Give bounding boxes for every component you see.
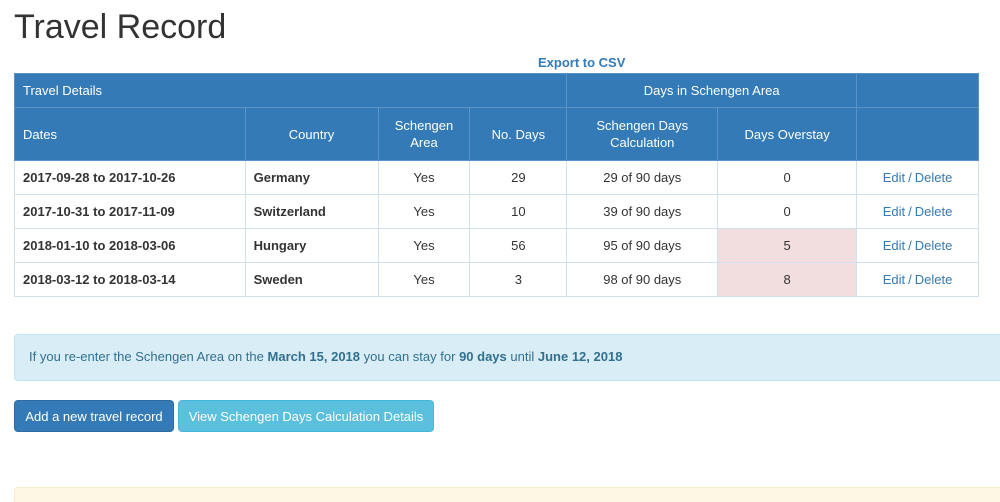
column-header-row: Dates Country Schengen Area No. Days Sch… — [14, 107, 979, 161]
column-header-schengen-area: Schengen Area — [377, 107, 471, 161]
edit-link[interactable]: Edit — [882, 204, 906, 219]
delete-link[interactable]: Delete — [914, 272, 953, 287]
cell-actions: Edit / Delete — [856, 228, 979, 263]
page-title: Travel Record — [14, 8, 227, 46]
cell-days: 56 — [469, 228, 568, 263]
alert-until: until — [510, 349, 535, 364]
group-header-travel-details: Travel Details — [13, 73, 568, 108]
edit-link[interactable]: Edit — [882, 272, 906, 287]
action-separator: / — [908, 272, 912, 287]
cell-country: Switzerland — [244, 194, 379, 229]
cell-country: Germany — [244, 160, 379, 195]
cell-country: Sweden — [244, 262, 379, 297]
add-travel-record-button[interactable]: Add a new travel record — [14, 400, 174, 432]
warning-alert — [14, 487, 1000, 502]
edit-link[interactable]: Edit — [882, 238, 906, 253]
action-separator: / — [908, 238, 912, 253]
cell-calculation: 39 of 90 days — [566, 194, 719, 229]
alert-reentry-date: March 15, 2018 — [267, 349, 361, 364]
alert-mid: you can stay for — [363, 349, 456, 364]
table-row: 2018-01-10 to 2018-03-06 Hungary Yes 56 … — [14, 228, 979, 263]
cell-calculation: 95 of 90 days — [566, 228, 719, 263]
cell-schengen: Yes — [377, 194, 471, 229]
cell-overstay: 8 — [717, 262, 858, 297]
cell-overstay: 5 — [717, 228, 858, 263]
column-header-country: Country — [244, 107, 379, 161]
column-header-no-days: No. Days — [469, 107, 568, 161]
cell-country: Hungary — [244, 228, 379, 263]
column-header-calculation: Schengen Days Calculation — [566, 107, 719, 161]
cell-days: 10 — [469, 194, 568, 229]
column-header-dates: Dates — [14, 107, 246, 161]
delete-link[interactable]: Delete — [914, 238, 953, 253]
table-row: 2017-10-31 to 2017-11-09 Switzerland Yes… — [14, 194, 979, 229]
table-row: 2017-09-28 to 2017-10-26 Germany Yes 29 … — [14, 160, 979, 195]
alert-stay-days: 90 days — [459, 349, 507, 364]
cell-overstay: 0 — [717, 194, 858, 229]
cell-actions: Edit / Delete — [856, 194, 979, 229]
cell-dates: 2018-01-10 to 2018-03-06 — [14, 228, 246, 263]
schengen-info-alert: If you re-enter the Schengen Area on the… — [14, 334, 1000, 381]
cell-dates: 2017-09-28 to 2017-10-26 — [14, 160, 246, 195]
export-csv-link[interactable]: Export to CSV — [538, 55, 626, 70]
cell-actions: Edit / Delete — [856, 262, 979, 297]
group-header-row: Travel Details Days in Schengen Area — [13, 73, 979, 108]
action-separator: / — [908, 170, 912, 185]
cell-schengen: Yes — [377, 228, 471, 263]
action-separator: / — [908, 204, 912, 219]
view-calculation-details-button[interactable]: View Schengen Days Calculation Details — [178, 400, 434, 432]
delete-link[interactable]: Delete — [914, 204, 953, 219]
cell-overstay: 0 — [717, 160, 858, 195]
alert-prefix: If you re-enter the Schengen Area on the — [29, 349, 264, 364]
cell-dates: 2018-03-12 to 2018-03-14 — [14, 262, 246, 297]
group-header-empty — [856, 73, 979, 108]
cell-days: 29 — [469, 160, 568, 195]
cell-calculation: 29 of 90 days — [566, 160, 719, 195]
delete-link[interactable]: Delete — [914, 170, 953, 185]
cell-schengen: Yes — [377, 160, 471, 195]
alert-until-date: June 12, 2018 — [537, 349, 623, 364]
cell-dates: 2017-10-31 to 2017-11-09 — [14, 194, 246, 229]
cell-schengen: Yes — [377, 262, 471, 297]
column-header-overstay: Days Overstay — [717, 107, 858, 161]
travel-records-table: Travel Details Days in Schengen Area Dat… — [13, 73, 979, 297]
cell-calculation: 98 of 90 days — [566, 262, 719, 297]
table-row: 2018-03-12 to 2018-03-14 Sweden Yes 3 98… — [14, 262, 979, 297]
cell-actions: Edit / Delete — [856, 160, 979, 195]
edit-link[interactable]: Edit — [882, 170, 906, 185]
group-header-days-in-schengen: Days in Schengen Area — [566, 73, 858, 108]
cell-days: 3 — [469, 262, 568, 297]
column-header-actions — [856, 107, 979, 161]
